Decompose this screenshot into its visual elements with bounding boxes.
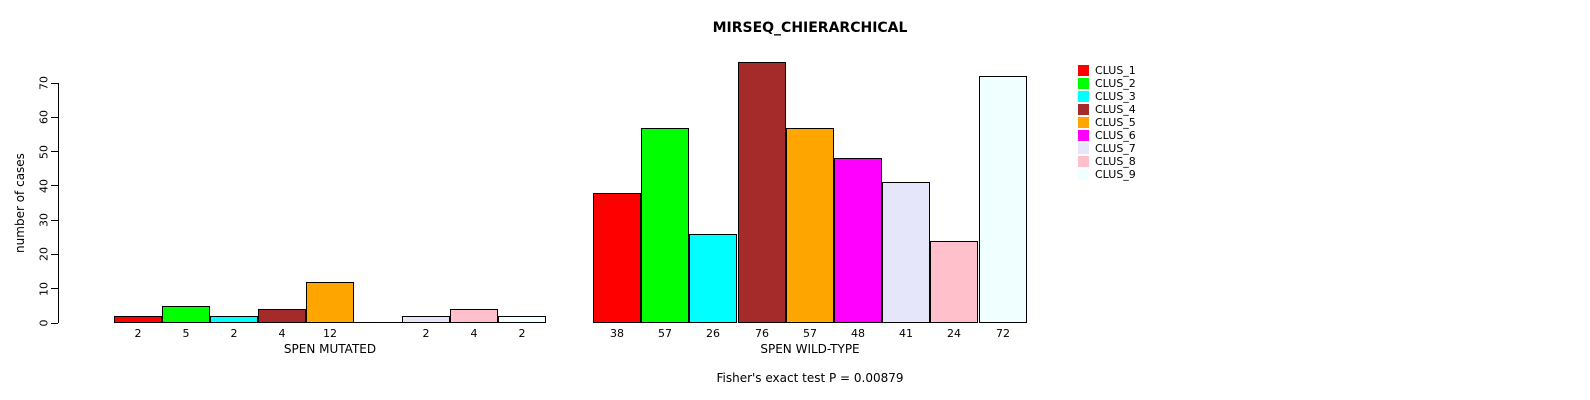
- bar-CLUS_6-zero: [354, 322, 402, 323]
- group-label-wildtype: SPEN WILD-TYPE: [760, 342, 860, 356]
- bar-CLUS_2: [641, 128, 689, 323]
- bar-value-label: 2: [422, 327, 430, 340]
- y-axis-tick: [51, 82, 58, 84]
- bar-value-label: 57: [803, 327, 817, 340]
- legend-label: CLUS_4: [1095, 103, 1136, 116]
- legend-label: CLUS_7: [1095, 142, 1136, 155]
- bar-CLUS_7: [402, 316, 450, 323]
- legend-label: CLUS_3: [1095, 90, 1136, 103]
- group-label-mutated: SPEN MUTATED: [283, 342, 377, 356]
- legend-item-clus_8: CLUS_8: [1078, 155, 1136, 168]
- y-axis-tick-label: 60: [37, 110, 51, 125]
- y-axis-tick: [51, 322, 58, 324]
- legend-item-clus_7: CLUS_7: [1078, 142, 1136, 155]
- legend-label: CLUS_9: [1095, 168, 1136, 181]
- legend-item-clus_9: CLUS_9: [1078, 168, 1136, 181]
- legend-label: CLUS_2: [1095, 77, 1136, 90]
- chart-title: MIRSEQ_CHIERARCHICAL: [712, 20, 908, 36]
- bar-value-label: 4: [470, 327, 478, 340]
- bar-CLUS_3: [689, 234, 737, 323]
- legend-label: CLUS_8: [1095, 155, 1136, 168]
- legend-swatch-icon: [1078, 91, 1089, 102]
- y-axis-tick-label: 0: [37, 319, 51, 327]
- bar-value-label: 2: [134, 327, 142, 340]
- bar-CLUS_9: [498, 316, 546, 323]
- y-axis-tick: [51, 185, 58, 187]
- bar-CLUS_8: [930, 241, 978, 323]
- bar-CLUS_5: [306, 282, 354, 323]
- legend-swatch-icon: [1078, 104, 1089, 115]
- bar-value-label: 2: [230, 327, 238, 340]
- legend-label: CLUS_6: [1095, 129, 1136, 142]
- y-axis-tick: [51, 253, 58, 255]
- y-axis-tick-label: 20: [37, 247, 51, 262]
- bar-CLUS_3: [210, 316, 258, 323]
- bar-value-label: 12: [323, 327, 337, 340]
- y-axis-tick: [51, 288, 58, 290]
- bar-CLUS_9: [979, 76, 1027, 323]
- bar-value-label: 26: [706, 327, 720, 340]
- legend-label: CLUS_5: [1095, 116, 1136, 129]
- bar-CLUS_1: [593, 193, 641, 323]
- legend-item-clus_1: CLUS_1: [1078, 64, 1136, 77]
- bar-CLUS_5: [786, 128, 834, 323]
- legend-item-clus_5: CLUS_5: [1078, 116, 1136, 129]
- bar-value-label: 4: [278, 327, 286, 340]
- y-axis-tick: [51, 116, 58, 118]
- bar-CLUS_6: [834, 158, 882, 323]
- bar-CLUS_8: [450, 309, 498, 323]
- y-axis-tick: [51, 219, 58, 221]
- legend-swatch-icon: [1078, 65, 1089, 76]
- y-axis-title: number of cases: [13, 153, 27, 253]
- legend-swatch-icon: [1078, 156, 1089, 167]
- legend-item-clus_3: CLUS_3: [1078, 90, 1136, 103]
- y-axis-line: [58, 83, 59, 323]
- y-axis-tick-label: 70: [37, 76, 51, 90]
- y-axis-tick-label: 50: [37, 144, 51, 159]
- bar-value-label: 41: [899, 327, 913, 340]
- legend-item-clus_6: CLUS_6: [1078, 129, 1136, 142]
- legend-swatch-icon: [1078, 117, 1089, 128]
- legend-label: CLUS_1: [1095, 64, 1136, 77]
- bar-CLUS_1: [114, 316, 162, 323]
- bar-value-label: 5: [182, 327, 190, 340]
- legend-swatch-icon: [1078, 78, 1089, 89]
- y-axis-tick-label: 30: [37, 213, 51, 228]
- bar-value-label: 48: [851, 327, 865, 340]
- legend-item-clus_4: CLUS_4: [1078, 103, 1136, 116]
- legend-swatch-icon: [1078, 169, 1089, 180]
- bar-CLUS_7: [882, 182, 930, 323]
- bar-value-label: 38: [610, 327, 624, 340]
- bar-value-label: 72: [996, 327, 1010, 340]
- y-axis-tick: [51, 151, 58, 153]
- bar-value-label: 57: [658, 327, 672, 340]
- bar-value-label: 76: [755, 327, 769, 340]
- bar-value-label: 24: [947, 327, 961, 340]
- footnote-fisher-test: Fisher's exact test P = 0.00879: [716, 371, 904, 385]
- legend: CLUS_1 CLUS_2 CLUS_3 CLUS_4 CLUS_5 CLUS_6 CLUS…: [1078, 64, 1136, 181]
- legend-swatch-icon: [1078, 143, 1089, 154]
- bar-value-label: 2: [518, 327, 526, 340]
- y-axis-tick-label: 10: [37, 281, 51, 296]
- y-axis-tick-label: 40: [37, 178, 51, 193]
- legend-item-clus_2: CLUS_2: [1078, 77, 1136, 90]
- bar-CLUS_4: [738, 62, 786, 323]
- bar-CLUS_4: [258, 309, 306, 323]
- bar-CLUS_2: [162, 306, 210, 323]
- legend-swatch-icon: [1078, 130, 1089, 141]
